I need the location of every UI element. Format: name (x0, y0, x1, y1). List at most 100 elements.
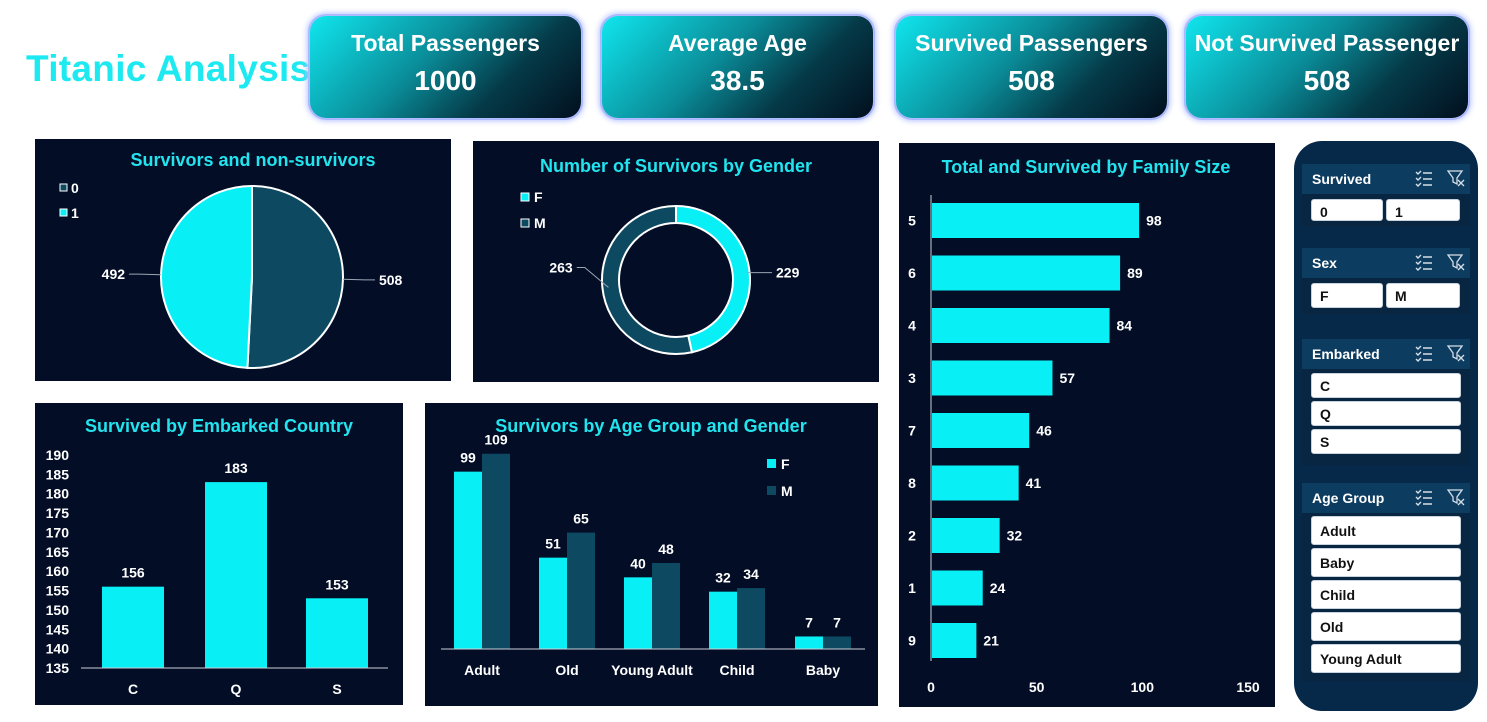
pie-chart: Survivors and non-survivors 508 492 0 1 (59, 150, 403, 369)
bar (482, 453, 510, 649)
bar (932, 570, 983, 606)
kpi-label: Survived Passengers (915, 30, 1148, 56)
y-tick-label: 175 (46, 505, 70, 521)
data-label: 41 (1026, 475, 1042, 491)
clear-filter-icon[interactable] (1447, 253, 1465, 271)
legend-swatch (520, 218, 530, 228)
kpi-label: Average Age (668, 30, 807, 56)
leader-line (342, 278, 375, 281)
y-tick-label: 150 (46, 602, 70, 618)
kpi-value: 508 (1008, 65, 1055, 96)
x-tick-label: Q (231, 681, 242, 697)
legend-label: F (781, 456, 790, 472)
y-tick-label: 9 (908, 633, 916, 649)
donut-segment (601, 204, 694, 355)
slicer-survived-header: Survived (1302, 164, 1470, 194)
slicer-age-group-header: Age Group (1302, 483, 1470, 513)
x-tick-label: C (128, 681, 138, 697)
x-tick-label: Baby (806, 662, 840, 678)
multi-select-icon[interactable] (1415, 169, 1433, 187)
bar (932, 518, 1000, 553)
kpi-total-passengers: Total Passengers 1000 (310, 16, 581, 118)
slicer-item-survived-0[interactable]: 0 (1311, 199, 1383, 221)
slicer-item-age-baby[interactable]: Baby (1311, 548, 1461, 577)
slicer-item-sex-f[interactable]: F (1311, 283, 1383, 308)
leader-line (129, 273, 162, 276)
data-label: 51 (545, 536, 561, 552)
chart-title: Survivors by Age Group and Gender (495, 416, 806, 436)
multi-select-icon[interactable] (1415, 344, 1433, 362)
slicer-item-age-adult[interactable]: Adult (1311, 516, 1461, 545)
bar (454, 471, 482, 649)
kpi-label: Total Passengers (351, 30, 540, 56)
bar (932, 360, 1053, 396)
slicer-title: Embarked (1312, 346, 1380, 362)
legend-swatch (767, 459, 776, 468)
data-label: 99 (460, 450, 476, 466)
slicer-item-embarked-q[interactable]: Q (1311, 401, 1461, 426)
y-tick-label: 140 (46, 641, 70, 657)
slicer-age-group-body: Adult Baby Child Old Young Adult (1302, 513, 1470, 681)
data-label: 7 (833, 614, 841, 630)
data-label: 7 (805, 614, 813, 630)
x-tick-label: Young Adult (611, 662, 693, 678)
donut-segment (675, 204, 751, 354)
legend-swatch (59, 208, 68, 217)
y-tick-label: 165 (46, 544, 70, 560)
slicer-item-age-young-adult[interactable]: Young Adult (1311, 644, 1461, 673)
data-label: 89 (1127, 265, 1143, 281)
slicer-title: Age Group (1312, 490, 1385, 506)
multi-select-icon[interactable] (1415, 253, 1433, 271)
pie-chart-panel: Survivors and non-survivors 508 492 0 1 (35, 139, 451, 381)
clear-filter-icon[interactable] (1447, 169, 1465, 187)
x-tick-label: S (332, 681, 341, 697)
data-label: 98 (1146, 213, 1162, 229)
bar (823, 636, 851, 649)
slicer-item-sex-m[interactable]: M (1386, 283, 1460, 308)
clear-filter-icon[interactable] (1447, 488, 1465, 506)
age-group-bar-chart: Survivors by Age Group and Gender 99 109 A… (441, 416, 865, 678)
data-label: 65 (573, 511, 589, 527)
slicer-item-age-child[interactable]: Child (1311, 580, 1461, 609)
multi-select-icon[interactable] (1415, 488, 1433, 506)
bar (932, 203, 1140, 238)
x-tick-label: Old (555, 662, 578, 678)
bar (306, 598, 368, 668)
family-size-bar-chart: Total and Survived by Family Size 5 986 89… (908, 157, 1260, 695)
x-tick-label: Child (720, 662, 755, 678)
slicer-panel: Survived 0 1 Sex F M Embarked C Q S Age … (1294, 141, 1478, 711)
leader-line (576, 267, 609, 288)
data-label: 263 (549, 260, 573, 276)
slicer-item-age-old[interactable]: Old (1311, 612, 1461, 641)
slicer-item-embarked-c[interactable]: C (1311, 373, 1461, 398)
x-tick-label: Adult (464, 662, 500, 678)
bar (205, 482, 267, 668)
data-label: 40 (630, 555, 646, 571)
data-label: 156 (121, 565, 145, 581)
y-tick-label: 145 (46, 621, 70, 637)
slicer-title: Survived (1312, 171, 1372, 187)
data-label: 109 (484, 432, 508, 448)
slicer-item-embarked-s[interactable]: S (1311, 429, 1461, 454)
pie-slice (246, 184, 344, 369)
slicer-item-survived-1[interactable]: 1 (1386, 199, 1460, 221)
embarked-bar-chart: Survived by Embarked Country 135 140 145 15… (46, 416, 388, 697)
x-tick-label: 100 (1131, 679, 1155, 695)
data-label: 57 (1059, 370, 1075, 386)
data-label: 34 (743, 566, 759, 582)
x-tick-label: 50 (1029, 679, 1045, 695)
data-label: 183 (224, 460, 248, 476)
y-tick-label: 180 (46, 486, 70, 502)
slicer-sex-header: Sex (1302, 248, 1470, 278)
embarked-chart-panel: Survived by Embarked Country 135 140 145 15… (35, 403, 403, 705)
data-label: 508 (379, 272, 403, 288)
y-tick-label: 8 (908, 475, 916, 491)
chart-title: Survived by Embarked Country (85, 416, 353, 436)
clear-filter-icon[interactable] (1447, 344, 1465, 362)
kpi-average-age: Average Age 38.5 (602, 16, 873, 118)
x-tick-label: 150 (1236, 679, 1260, 695)
chart-title: Survivors and non-survivors (130, 150, 375, 170)
y-tick-label: 160 (46, 563, 70, 579)
dashboard-title: Titanic Analysis (26, 48, 311, 89)
y-tick-label: 6 (908, 265, 916, 281)
